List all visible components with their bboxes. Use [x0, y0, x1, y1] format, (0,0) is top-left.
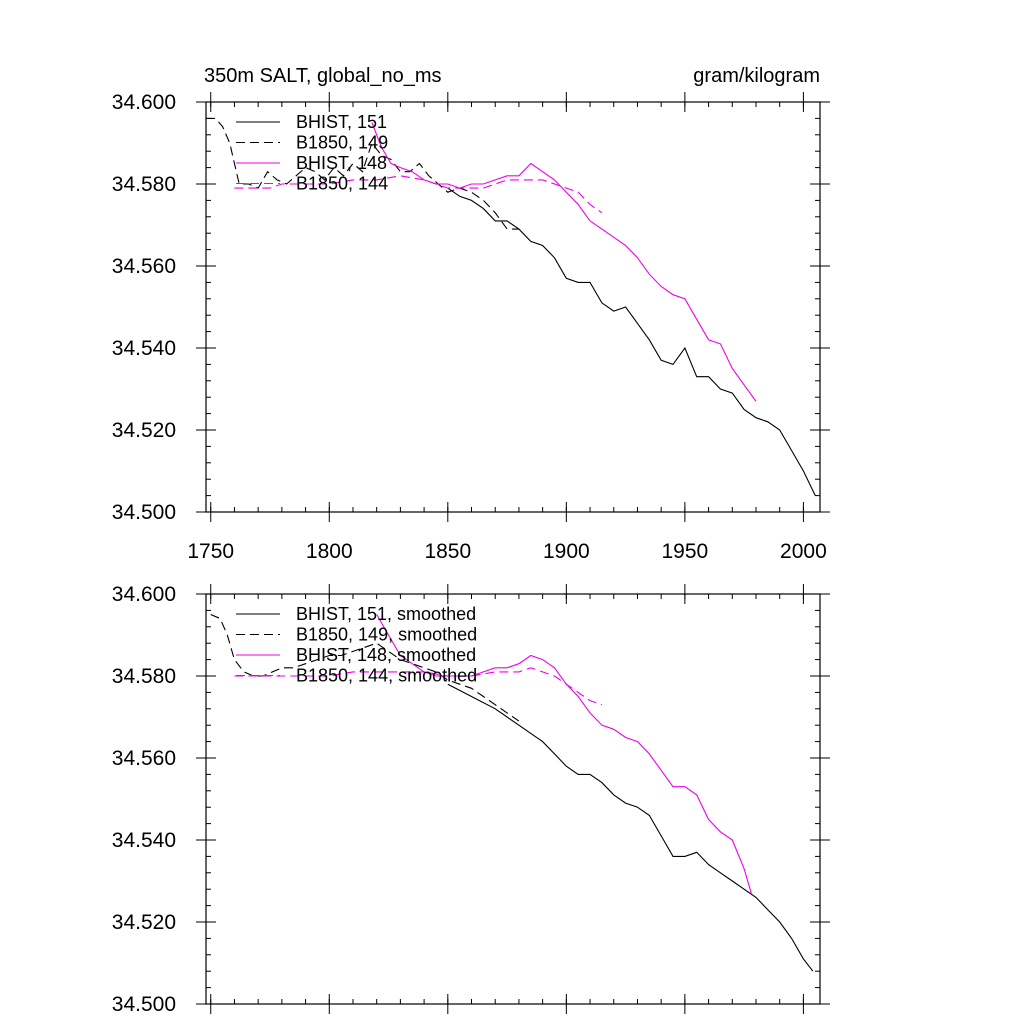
series-line-2	[371, 122, 757, 402]
x-tick-label: 1750	[187, 540, 234, 563]
legend-label: BHIST, 151	[296, 112, 387, 132]
legend-label: BHIST, 151, smoothed	[296, 604, 476, 624]
plot-frame	[205, 593, 821, 1005]
series-line-0	[447, 683, 814, 972]
legend-label: BHIST, 148, smoothed	[296, 645, 476, 665]
y-tick-label: 34.500	[112, 993, 176, 1016]
units-label: gram/kilogram	[693, 65, 820, 87]
x-tick-label: 1800	[306, 540, 353, 563]
y-tick-label: 34.600	[112, 91, 176, 114]
x-tick-label: 2000	[780, 540, 827, 563]
legend-label: B1850, 149, smoothed	[296, 625, 477, 645]
y-tick-label: 34.560	[112, 255, 176, 278]
x-tick-label: 1900	[543, 540, 590, 563]
legend-label: BHIST, 148	[296, 153, 387, 173]
y-tick-label: 34.580	[112, 173, 176, 196]
series-line-1	[210, 613, 520, 722]
smoothed-panel: 34.500 34.520 34.540 34.560 34.580 34.600 BHIS…	[112, 583, 830, 1016]
y-tick-label: 34.540	[112, 829, 176, 852]
y-tick-label: 34.540	[112, 337, 176, 360]
y-tick-label: 34.500	[112, 501, 176, 524]
plot-frame	[205, 101, 821, 513]
legend-label: B1850, 149	[296, 133, 388, 153]
legend-label: B1850, 144, smoothed	[296, 666, 477, 686]
y-tick-label: 34.520	[112, 911, 176, 934]
y-tick-label: 34.580	[112, 665, 176, 688]
x-tick-label: 1950	[662, 540, 709, 563]
x-tick-label: 1850	[424, 540, 471, 563]
y-tick-label: 34.560	[112, 747, 176, 770]
chart-title: 350m SALT, global_no_ms	[204, 65, 442, 87]
series-line-0	[447, 187, 816, 496]
legend-label: B1850, 144	[296, 174, 388, 194]
series-line-3	[234, 667, 603, 706]
raw-panel: 34.500 34.520 34.540 34.560 34.580 34.600 1750…	[112, 91, 830, 563]
y-tick-label: 34.600	[112, 583, 176, 606]
series-line-3	[234, 175, 603, 214]
y-tick-label: 34.520	[112, 419, 176, 442]
